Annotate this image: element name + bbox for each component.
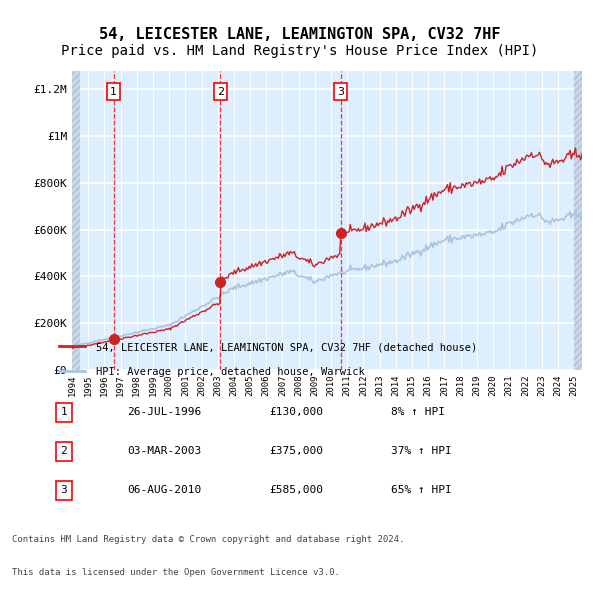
Text: 3: 3 — [61, 486, 67, 495]
Text: 65% ↑ HPI: 65% ↑ HPI — [391, 486, 452, 495]
Text: 54, LEICESTER LANE, LEAMINGTON SPA, CV32 7HF (detached house): 54, LEICESTER LANE, LEAMINGTON SPA, CV32… — [95, 342, 477, 352]
Text: Contains HM Land Registry data © Crown copyright and database right 2024.: Contains HM Land Registry data © Crown c… — [12, 536, 404, 545]
Text: 2: 2 — [217, 87, 224, 97]
Text: £375,000: £375,000 — [270, 447, 324, 456]
Text: 06-AUG-2010: 06-AUG-2010 — [127, 486, 202, 495]
Text: 1: 1 — [61, 408, 67, 417]
Bar — [574, 71, 582, 370]
Text: £585,000: £585,000 — [270, 486, 324, 495]
Bar — [72, 71, 80, 370]
Text: HPI: Average price, detached house, Warwick: HPI: Average price, detached house, Warw… — [95, 367, 364, 377]
Text: £130,000: £130,000 — [270, 408, 324, 417]
Text: 8% ↑ HPI: 8% ↑ HPI — [391, 408, 445, 417]
Text: 37% ↑ HPI: 37% ↑ HPI — [391, 447, 452, 456]
Text: 03-MAR-2003: 03-MAR-2003 — [127, 447, 202, 456]
Text: 2: 2 — [61, 447, 67, 456]
Text: 54, LEICESTER LANE, LEAMINGTON SPA, CV32 7HF: 54, LEICESTER LANE, LEAMINGTON SPA, CV32… — [99, 27, 501, 41]
Text: 1: 1 — [110, 87, 117, 97]
Text: This data is licensed under the Open Government Licence v3.0.: This data is licensed under the Open Gov… — [12, 568, 340, 577]
Text: 3: 3 — [337, 87, 344, 97]
Text: Price paid vs. HM Land Registry's House Price Index (HPI): Price paid vs. HM Land Registry's House … — [61, 44, 539, 58]
Text: 26-JUL-1996: 26-JUL-1996 — [127, 408, 202, 417]
